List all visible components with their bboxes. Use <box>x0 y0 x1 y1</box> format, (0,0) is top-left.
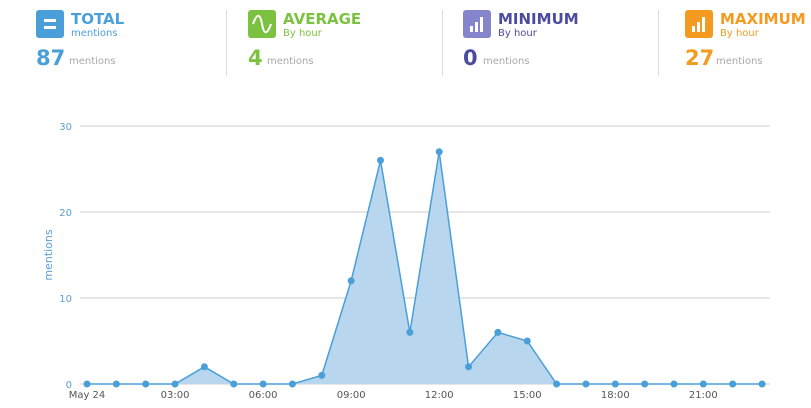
y-axis-label: mentions <box>42 229 55 281</box>
data-point <box>230 380 238 388</box>
stat-unit: mentions <box>267 56 314 67</box>
data-point <box>406 328 414 336</box>
data-point <box>611 380 619 388</box>
stat-unit: mentions <box>69 56 116 67</box>
stat-title: TOTAL <box>71 10 125 28</box>
x-tick-label: 06:00 <box>249 390 278 401</box>
data-point <box>582 380 590 388</box>
divider <box>226 10 227 76</box>
data-point <box>347 277 355 285</box>
data-point <box>465 363 473 371</box>
stat-unit: mentions <box>716 56 763 67</box>
divider <box>442 10 443 76</box>
data-point <box>171 380 179 388</box>
x-tick-label: 12:00 <box>425 390 454 401</box>
x-tick-label: 03:00 <box>161 390 190 401</box>
data-point <box>142 380 150 388</box>
stat-subtitle: By hour <box>720 28 759 39</box>
bars-ascending-icon <box>685 10 713 38</box>
stat-subtitle: By hour <box>283 28 322 39</box>
bars-ascending-icon <box>463 10 491 38</box>
stat-title: AVERAGE <box>283 10 362 28</box>
data-point <box>729 380 737 388</box>
data-point <box>758 380 766 388</box>
mentions-area-chart: 0 10 20 30 mentions May 24 03:00 06:00 09:00 12:0… <box>42 122 770 401</box>
data-point <box>641 380 649 388</box>
stat-title: MINIMUM <box>498 10 579 28</box>
x-tick-label: 09:00 <box>337 390 366 401</box>
stats-bar: TOTAL mentions 87 mentions AVERAGE By ho… <box>0 0 811 80</box>
series-line <box>87 151 763 385</box>
data-point <box>435 148 443 156</box>
equals-icon <box>36 10 64 38</box>
y-tick-label: 30 <box>59 122 72 133</box>
stat-value: 27 <box>685 46 715 70</box>
data-point <box>112 380 120 388</box>
data-point <box>259 380 267 388</box>
data-point <box>200 363 208 371</box>
stat-unit: mentions <box>483 56 530 67</box>
data-point <box>288 380 296 388</box>
stat-value: 4 <box>248 46 263 70</box>
x-tick-label: 18:00 <box>601 390 630 401</box>
data-point <box>523 337 531 345</box>
y-tick-label: 20 <box>59 208 72 219</box>
stat-subtitle: mentions <box>71 28 118 39</box>
data-point <box>377 156 384 164</box>
x-tick-label: 21:00 <box>689 390 718 401</box>
data-point <box>83 380 91 388</box>
x-tick-label: 15:00 <box>513 390 542 401</box>
stat-value: 87 <box>36 46 66 70</box>
data-point <box>318 371 326 379</box>
stat-title: MAXIMUM <box>720 10 806 28</box>
y-tick-label: 0 <box>66 380 72 391</box>
stat-subtitle: By hour <box>498 28 537 39</box>
x-tick-label: May 24 <box>69 390 106 401</box>
area-fill <box>87 151 763 384</box>
data-point <box>553 380 561 388</box>
y-tick-label: 10 <box>59 294 72 305</box>
data-point <box>699 380 707 388</box>
stat-value: 0 <box>463 46 478 70</box>
data-point <box>494 328 502 336</box>
divider <box>658 10 659 76</box>
sine-wave-icon <box>248 10 276 38</box>
data-point <box>670 380 678 388</box>
